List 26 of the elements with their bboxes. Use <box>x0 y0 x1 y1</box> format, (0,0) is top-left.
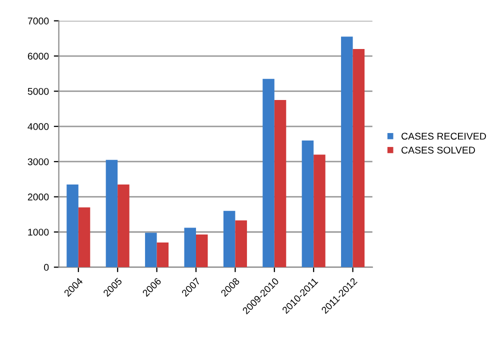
bar <box>302 140 314 268</box>
bar <box>156 242 169 268</box>
bar <box>66 184 78 268</box>
legend-label: CASES RECEIVED <box>402 132 486 140</box>
bar <box>274 100 286 268</box>
bar <box>184 228 196 268</box>
bar <box>262 78 274 268</box>
y-tick-label: 1000 <box>28 228 49 236</box>
y-tick-label: 5000 <box>28 88 49 95</box>
y-tick-label: 6000 <box>28 52 49 60</box>
bar <box>118 184 130 268</box>
bar <box>341 36 353 268</box>
y-tick-label: 2000 <box>28 194 49 200</box>
bar <box>235 220 247 268</box>
bar <box>196 234 208 268</box>
bar <box>145 232 157 268</box>
y-tick-label: 3000 <box>28 158 49 166</box>
bar <box>352 48 365 268</box>
y-tick-label: 0 <box>44 264 49 271</box>
y-tick-label: 4000 <box>28 123 49 130</box>
bar <box>106 160 118 268</box>
bar <box>223 210 236 268</box>
y-tick-label: 7000 <box>28 18 49 24</box>
bar <box>314 154 326 268</box>
bar <box>78 207 90 268</box>
legend-label: CASES SOLVED <box>402 146 475 154</box>
